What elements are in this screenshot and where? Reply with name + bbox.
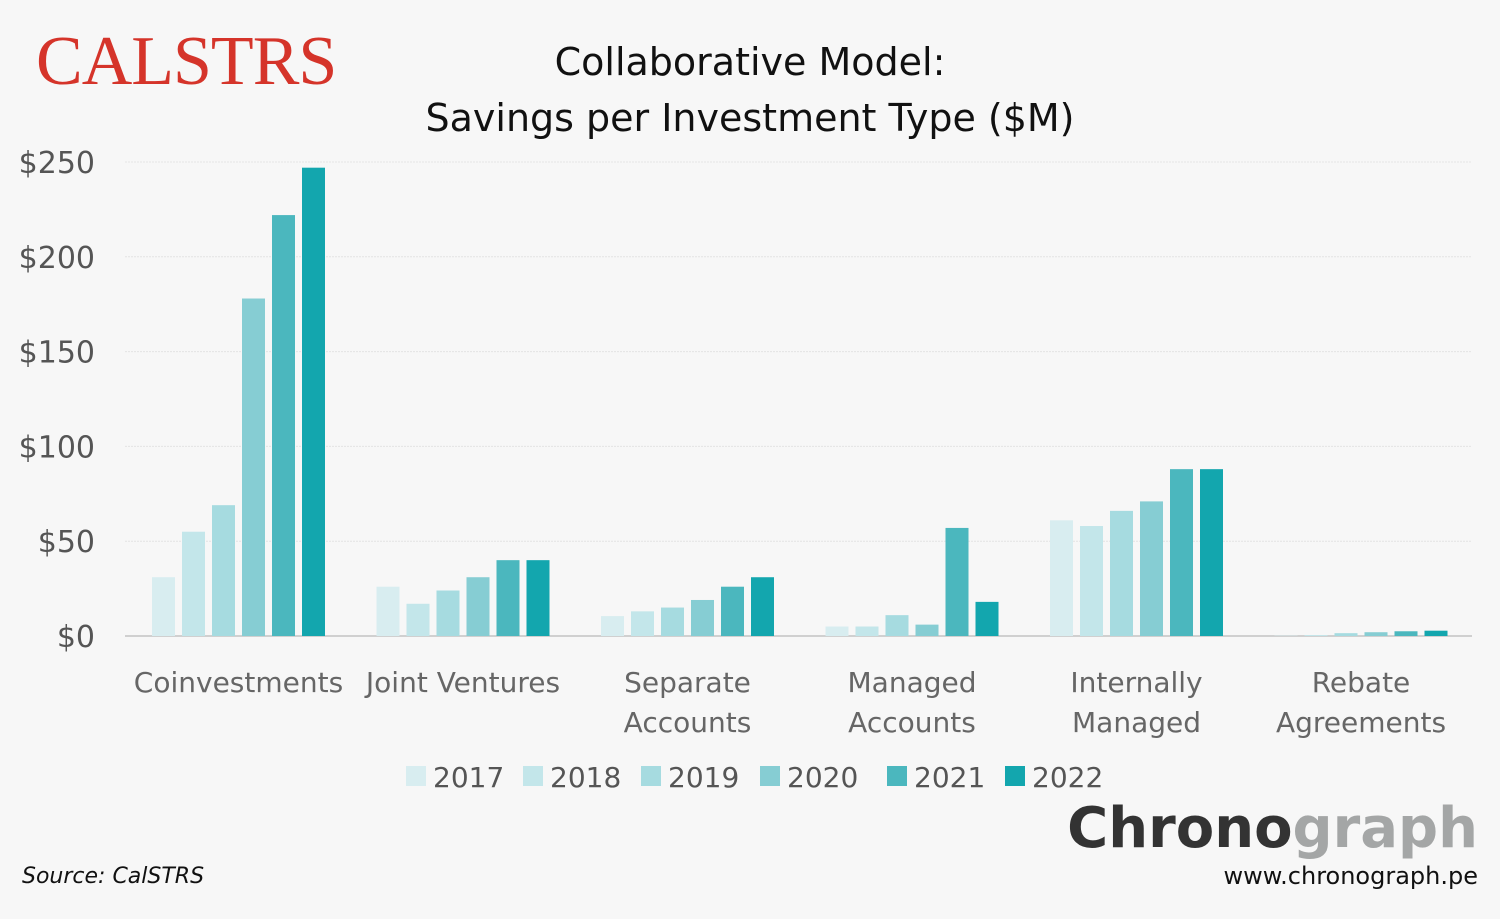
legend-swatch-2019: [641, 766, 661, 786]
legend-label: 2017: [433, 761, 504, 794]
bar-2022: [526, 560, 550, 636]
y-tick-label: $150: [19, 336, 95, 371]
bar-2022: [1424, 630, 1448, 636]
legend-swatch-2020: [760, 766, 780, 786]
legend-label: 2021: [914, 761, 985, 794]
bar-2017: [1050, 520, 1073, 636]
bar-2018: [1304, 635, 1328, 636]
y-tick-label: $250: [19, 146, 95, 181]
bar-2019: [1110, 510, 1133, 636]
bar-2018: [406, 603, 430, 636]
legend-label: 2022: [1032, 761, 1103, 794]
bar-2020: [915, 624, 939, 636]
x-tick-label: Rebate: [1312, 666, 1411, 699]
bar-2017: [376, 586, 400, 636]
legend-label: 2018: [550, 761, 621, 794]
chronograph-logo: Chronograph: [1067, 796, 1478, 861]
calstrs-logo: CALSTRS: [36, 23, 337, 100]
legend-swatch-2017: [406, 766, 426, 786]
bar-2018: [631, 611, 654, 636]
bar-2018: [855, 626, 879, 636]
bar-2020: [691, 599, 714, 636]
brand-part1: Chrono: [1067, 796, 1293, 861]
bar-2021: [945, 527, 969, 636]
bar-2021: [272, 215, 295, 636]
bar-2022: [751, 577, 774, 636]
bar-2021: [1170, 469, 1193, 636]
bar-2018: [182, 531, 205, 636]
x-tick-label: Joint Ventures: [364, 666, 560, 699]
legend-swatch-2021: [887, 766, 907, 786]
source-note: Source: CalSTRS: [22, 864, 205, 889]
x-tick-label: Managed: [1072, 706, 1201, 739]
x-tick-label: Internally: [1070, 666, 1202, 699]
bar-2021: [721, 586, 744, 636]
bar-2020: [242, 298, 265, 636]
bar-2019: [212, 505, 235, 636]
y-tick-label: $0: [57, 620, 95, 655]
x-tick-label: Agreements: [1276, 706, 1446, 739]
brand-part2: graph: [1292, 796, 1478, 861]
bar-2022: [975, 601, 999, 636]
legend-label: 2020: [787, 761, 858, 794]
bar-2020: [466, 577, 490, 636]
bar-2019: [885, 615, 909, 636]
chart-subtitle: Savings per Investment Type ($M): [425, 96, 1075, 140]
bar-2019: [1334, 633, 1358, 636]
x-tick-label: Accounts: [624, 706, 752, 739]
y-tick-label: $200: [19, 241, 95, 276]
bar-2021: [496, 560, 520, 636]
bar-2018: [1080, 526, 1103, 636]
bar-2022: [1200, 469, 1223, 636]
bar-2020: [1140, 501, 1163, 636]
bar-2017: [601, 616, 624, 636]
y-tick-label: $100: [19, 430, 95, 465]
x-tick-label: Managed: [848, 666, 977, 699]
brand-url[interactable]: www.chronograph.pe: [1223, 862, 1478, 890]
bar-2019: [436, 590, 460, 636]
legend-label: 2019: [668, 761, 739, 794]
bar-2017: [152, 577, 175, 636]
bar-2021: [1394, 631, 1418, 636]
y-tick-label: $50: [38, 525, 95, 560]
bar-2017: [825, 626, 849, 636]
bar-2020: [1364, 632, 1388, 636]
x-tick-label: Accounts: [848, 706, 976, 739]
bar-2022: [302, 167, 325, 637]
chart-title: Collaborative Model:: [554, 40, 946, 84]
x-tick-label: Coinvestments: [134, 666, 343, 699]
bar-2019: [661, 607, 684, 636]
x-tick-label: Separate: [624, 666, 751, 699]
legend-swatch-2022: [1005, 766, 1025, 786]
legend-swatch-2018: [523, 766, 543, 786]
